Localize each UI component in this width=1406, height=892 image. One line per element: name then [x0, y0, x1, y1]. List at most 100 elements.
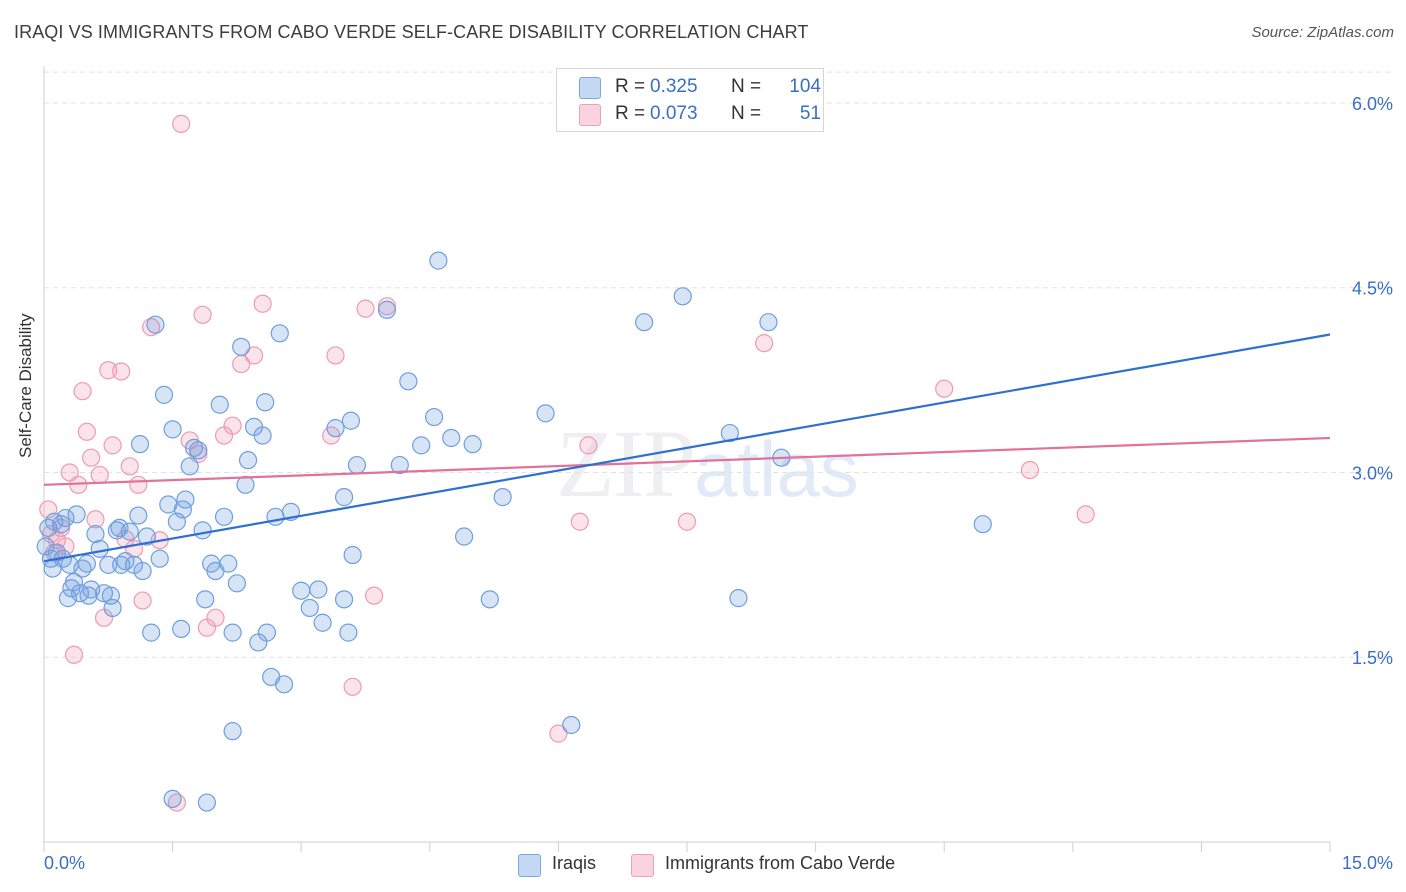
iraqis-point	[150, 549, 169, 568]
cabo-verde-point	[99, 361, 118, 380]
iraqis-point	[257, 623, 277, 642]
cabo-verde-point	[223, 416, 242, 435]
correlation-legend: R = 0.325 N = 104 R = 0.073 N = 51	[556, 68, 824, 132]
cabo-verde-point	[677, 512, 697, 531]
cabo-verde-point	[64, 645, 84, 664]
tick-labels: 1.5% 3.0% 4.5% 6.0% 0.0% 15.0%	[44, 94, 1393, 873]
iraqis-point	[232, 337, 251, 356]
iraqis-point	[334, 590, 354, 609]
legend-n-value: 104	[789, 76, 821, 97]
iraqis-point	[412, 436, 431, 455]
iraqis-point	[424, 407, 444, 427]
iraqis-point	[176, 490, 195, 509]
cabo-verde-point	[570, 512, 589, 531]
iraqis-point	[163, 420, 182, 439]
cabo-verde-point	[129, 475, 148, 494]
source-label: Source: ZipAtlas.com	[1251, 24, 1394, 41]
bottom-legend-label-iraqis: Iraqis	[552, 853, 597, 873]
iraqis-point	[334, 488, 354, 507]
y-tick-label: 6.0%	[1352, 94, 1393, 114]
x-tick-label: 15.0%	[1342, 853, 1393, 873]
iraqis-point	[973, 515, 992, 534]
iraqis-point	[210, 395, 229, 414]
bottom-legend-swatch-cabo-verde	[631, 854, 654, 877]
cabo-verde-point	[579, 436, 598, 455]
cabo-verde-point	[244, 346, 264, 365]
iraqis-point	[36, 537, 55, 556]
iraqis-point	[120, 522, 139, 541]
iraqis-point	[274, 675, 294, 694]
iraqis-point	[129, 506, 148, 525]
iraqis-point	[339, 623, 358, 642]
iraqis-point	[223, 722, 242, 741]
iraqis-point	[266, 507, 285, 526]
cabo-verde-point	[253, 294, 272, 313]
iraqis-point	[238, 451, 258, 470]
cabo-verde-trend-line	[43, 436, 1331, 486]
iraqis-point	[341, 411, 361, 430]
iraqis-point	[193, 521, 212, 540]
legend-swatch-cabo-verde	[579, 104, 601, 126]
cabo-verde-points	[39, 114, 1095, 812]
cabo-verde-point	[343, 677, 362, 696]
legend-r-value: 0.325	[650, 76, 698, 97]
legend-swatch-iraqis	[579, 77, 601, 99]
cabo-verde-point	[755, 334, 774, 353]
iraqis-point	[326, 419, 345, 438]
cabo-verde-point	[73, 382, 92, 401]
cabo-verde-point	[133, 591, 152, 610]
iraqis-point	[56, 508, 75, 528]
cabo-verde-point	[90, 465, 109, 485]
y-axis-label: Self-Care Disability	[16, 313, 35, 458]
iraqis-point	[219, 554, 238, 573]
legend-r-label: R =	[615, 103, 646, 124]
bottom-legend-swatch-iraqis	[518, 854, 541, 877]
iraqis-point	[442, 428, 461, 448]
iraqis-point	[720, 423, 739, 443]
cabo-verde-point	[112, 362, 131, 381]
cabo-verde-point	[77, 422, 96, 441]
iraqis-point	[309, 580, 328, 599]
iraqis-point	[493, 488, 512, 507]
iraqis-point	[189, 441, 208, 460]
iraqis-point	[58, 589, 78, 608]
iraqis-point	[270, 324, 289, 343]
axes	[43, 66, 1331, 852]
iraqis-point	[90, 539, 109, 558]
iraqis-point	[133, 561, 152, 581]
iraqis-point	[172, 619, 191, 639]
iraqis-point	[223, 623, 242, 642]
iraqis-point	[562, 715, 581, 735]
trend-lines	[43, 333, 1331, 563]
iraqis-trend-line	[43, 333, 1331, 563]
iraqis-point	[227, 574, 246, 593]
iraqis-point	[159, 495, 178, 514]
iraqis-point	[673, 287, 692, 306]
iraqis-point	[154, 385, 174, 404]
iraqis-point	[300, 598, 319, 618]
cabo-verde-point	[1020, 460, 1040, 480]
iraqis-point	[94, 584, 114, 603]
cabo-verde-point	[60, 463, 79, 482]
iraqis-point	[256, 393, 275, 412]
iraqis-point	[64, 573, 84, 592]
cabo-verde-point	[193, 305, 212, 324]
iraqis-point	[729, 589, 748, 608]
iraqis-point	[343, 545, 362, 565]
iraqis-point	[253, 426, 272, 445]
iraqis-point	[130, 435, 150, 454]
y-tick-label: 3.0%	[1352, 463, 1393, 483]
legend-n-value: 51	[799, 103, 821, 124]
y-tick-label: 4.5%	[1352, 279, 1393, 299]
iraqis-point	[429, 251, 448, 270]
cabo-verde-point	[206, 608, 225, 627]
cabo-verde-point	[1076, 505, 1095, 524]
cabo-verde-point	[549, 724, 568, 743]
iraqis-point	[759, 313, 778, 332]
iraqis-point	[377, 300, 397, 319]
x-tick-label: 0.0%	[44, 853, 85, 873]
cabo-verde-point	[82, 448, 101, 467]
iraqis-point	[67, 505, 86, 524]
iraqis-point	[45, 512, 64, 531]
